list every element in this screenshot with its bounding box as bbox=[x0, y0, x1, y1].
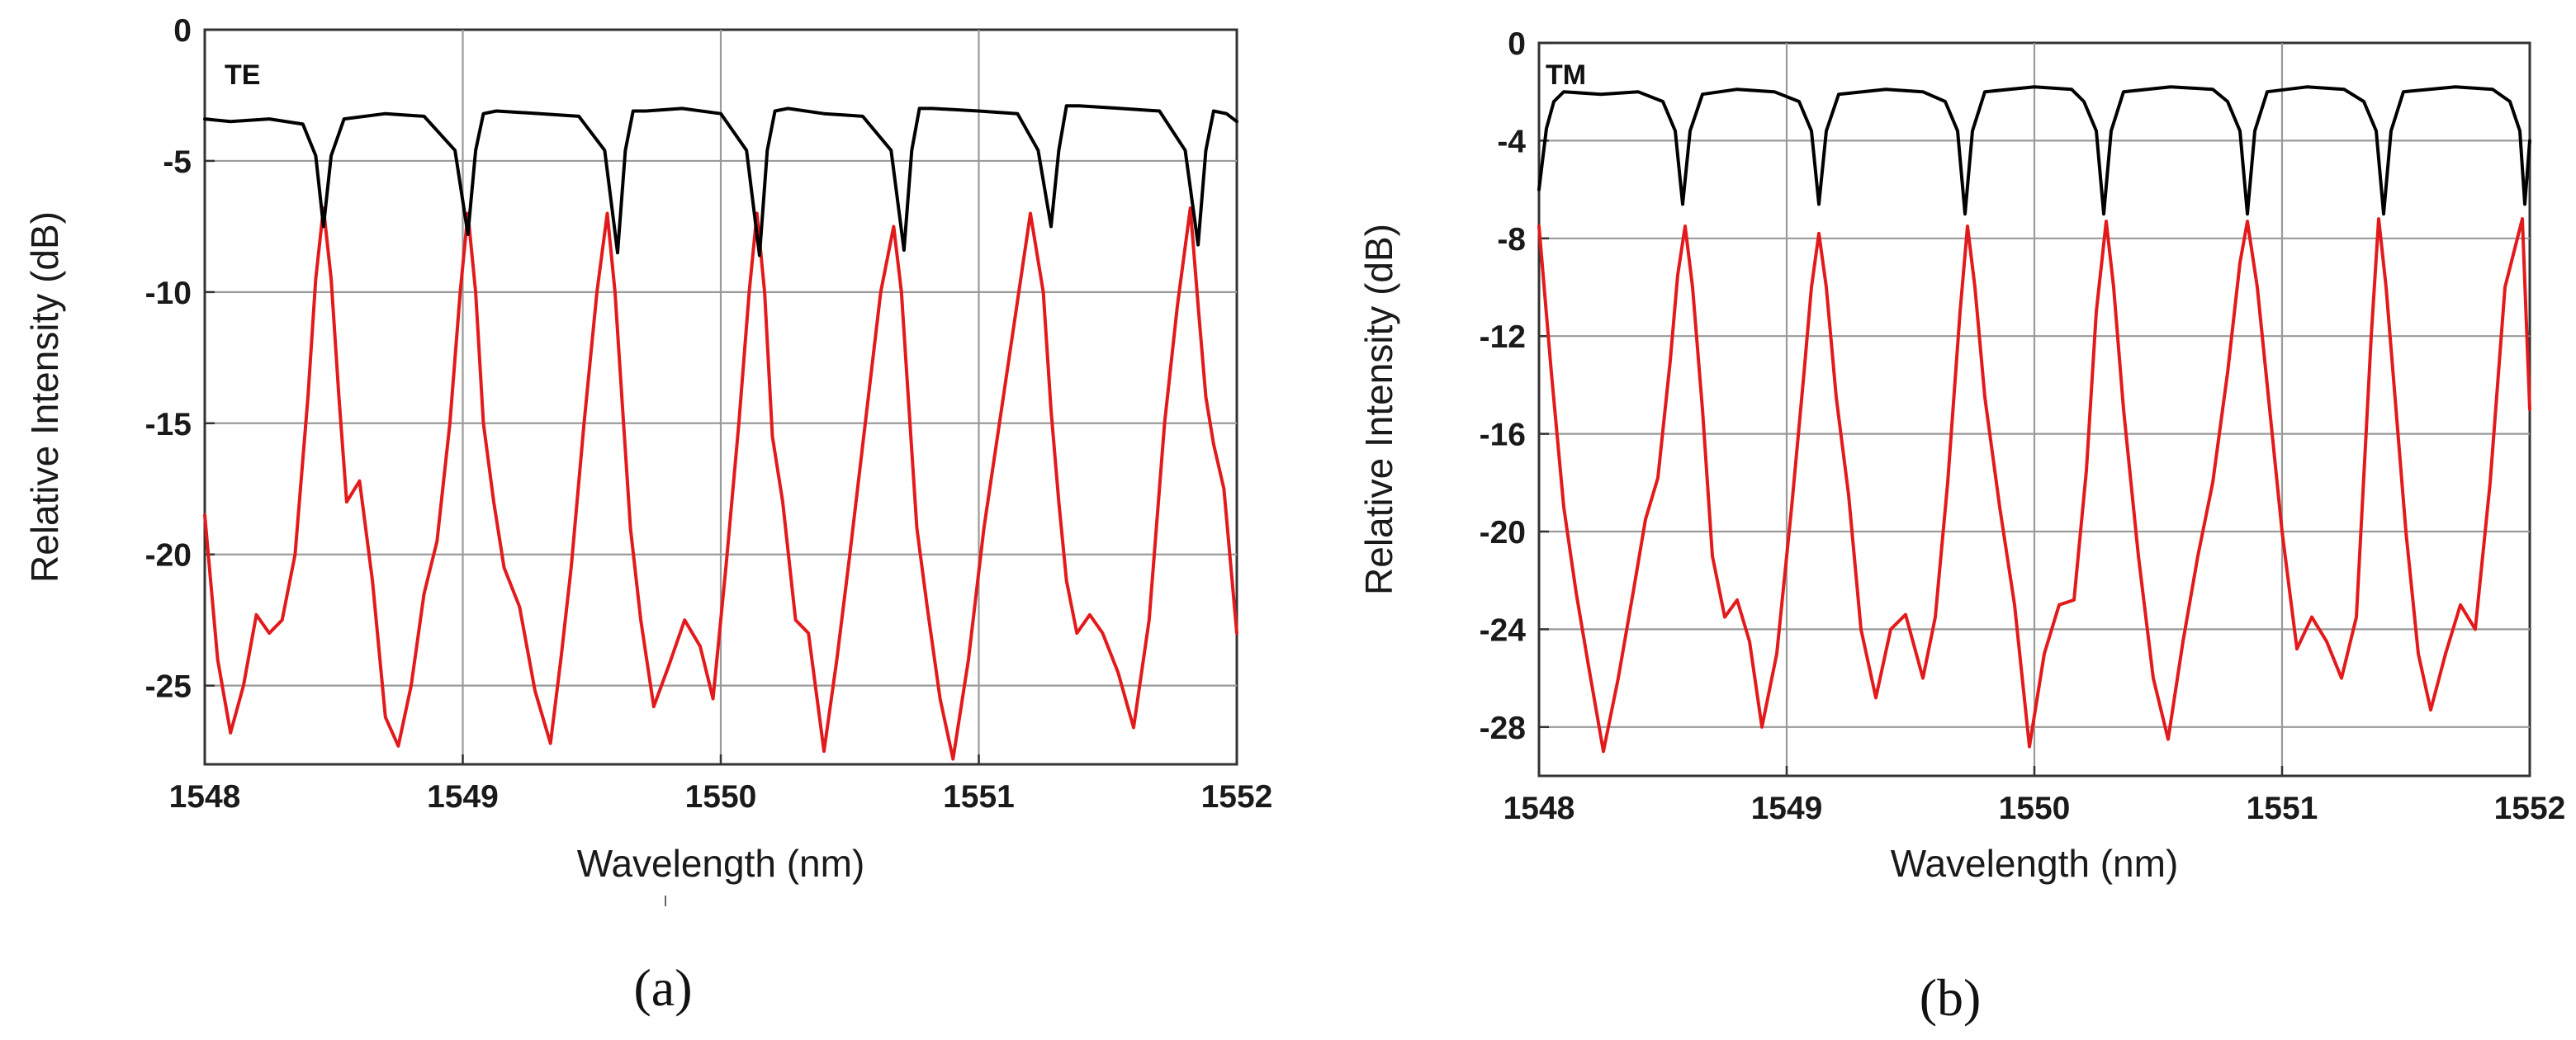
x-axis-label-b: Wavelength (nm) bbox=[1891, 842, 2179, 885]
x-tick-label: 1548 bbox=[1503, 791, 1575, 826]
y-tick-label: -20 bbox=[145, 538, 192, 574]
y-tick-label: -20 bbox=[1480, 515, 1526, 551]
x-tick-label: 1551 bbox=[2247, 791, 2318, 826]
y-tick-label: -16 bbox=[1480, 418, 1526, 453]
y-tick-label: -8 bbox=[1497, 222, 1526, 258]
series-line-through bbox=[203, 104, 1238, 258]
series-line-drop bbox=[1537, 217, 2531, 754]
y-tick-label: -28 bbox=[1480, 711, 1526, 746]
panel-b: 0 -4 -8 -12 -16 -20 -24 -28 1548 1549 1550 1551 1552… bbox=[1357, 26, 2565, 1027]
y-tick-label: 0 bbox=[173, 13, 192, 49]
panel-a: 0 -5 -10 -15 -20 -25 1548 1549 1550 1551 1552 TE W… bbox=[23, 13, 1272, 1017]
series-line-drop bbox=[203, 206, 1238, 761]
y-tick-label: -12 bbox=[1480, 319, 1526, 355]
y-tick-label: -10 bbox=[145, 276, 192, 311]
y-axis-label-a: Relative Intensity (dB) bbox=[23, 211, 66, 583]
y-tick-label: -15 bbox=[145, 407, 192, 442]
panel-label-tm: TM bbox=[1546, 59, 1586, 91]
x-tick-label: 1548 bbox=[169, 779, 241, 815]
x-tick-label: 1551 bbox=[943, 779, 1015, 815]
x-tick-label: 1552 bbox=[2494, 791, 2566, 826]
panel-label-te: TE bbox=[225, 59, 260, 91]
ticks-b: 0 -4 -8 -12 -16 -20 -24 -28 1548 1549 1550 1551 1552 bbox=[1480, 26, 2566, 826]
y-tick-label: -4 bbox=[1497, 124, 1526, 159]
grid-a bbox=[205, 30, 1237, 764]
ticks-a: 0 -5 -10 -15 -20 -25 1548 1549 1550 1551 1552 bbox=[145, 13, 1273, 815]
x-axis-label-a: Wavelength (nm) bbox=[577, 842, 865, 885]
y-tick-label: -24 bbox=[1480, 612, 1527, 648]
x-tick-label: 1552 bbox=[1201, 779, 1273, 815]
x-tick-label: 1550 bbox=[685, 779, 757, 815]
x-tick-label: 1549 bbox=[427, 779, 499, 815]
y-tick-label: -5 bbox=[163, 144, 192, 180]
y-axis-label-b: Relative Intensity (dB) bbox=[1357, 224, 1400, 595]
series-lines-b bbox=[1537, 85, 2531, 754]
x-tick-label: 1549 bbox=[1751, 791, 1823, 826]
y-tick-label: 0 bbox=[1508, 26, 1526, 62]
series-line-through bbox=[1537, 85, 2531, 216]
caption-a: (a) bbox=[633, 958, 692, 1017]
series-lines-a bbox=[203, 104, 1238, 761]
caption-b: (b) bbox=[1920, 968, 1982, 1027]
grid-b bbox=[1539, 43, 2530, 776]
x-tick-label: 1550 bbox=[1999, 791, 2071, 826]
y-tick-label: -25 bbox=[145, 669, 192, 705]
